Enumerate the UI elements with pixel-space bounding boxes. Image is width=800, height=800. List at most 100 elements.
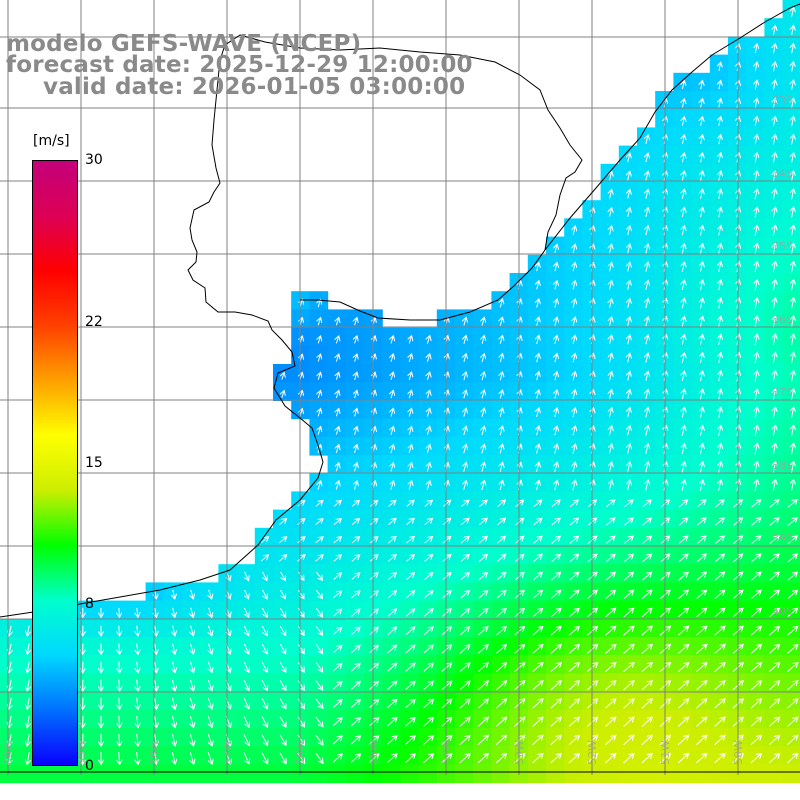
wind-arrow — [500, 426, 502, 436]
wind-arrow — [409, 318, 411, 326]
wind-speed-cell — [691, 673, 711, 693]
wind-arrow — [646, 135, 648, 145]
wind-arrow — [424, 555, 433, 562]
wind-speed-cell — [728, 509, 747, 529]
wind-speed-cell — [709, 691, 729, 711]
wind-speed-cell — [345, 364, 365, 383]
wind-speed-cell — [236, 600, 256, 620]
wind-arrow — [424, 537, 433, 544]
wind-speed-cell — [764, 582, 784, 602]
wind-arrow — [628, 299, 630, 308]
wind-arrow — [442, 500, 451, 507]
wind-speed-cell — [327, 691, 347, 711]
wind-arrow — [701, 226, 703, 236]
wind-arrow — [573, 281, 575, 290]
wind-arrow — [696, 500, 706, 508]
wind-speed-cell — [345, 491, 365, 511]
wind-speed-cell — [345, 327, 365, 347]
wind-arrow — [500, 462, 503, 472]
wind-arrow — [628, 280, 630, 290]
wind-speed-cell — [600, 728, 620, 747]
wind-speed-cell — [345, 600, 365, 620]
wind-speed-cell — [418, 527, 438, 547]
wind-arrow — [755, 225, 757, 236]
wind-arrow — [573, 299, 575, 308]
wind-arrow — [719, 135, 721, 145]
wind-arrow — [555, 263, 557, 272]
wind-speed-cell — [0, 709, 19, 729]
wind-speed-cell — [527, 546, 547, 565]
wind-speed-cell — [418, 600, 438, 620]
wind-speed-cell — [673, 637, 693, 656]
wind-speed-cell — [345, 764, 365, 784]
wind-speed-cell — [382, 418, 401, 438]
wind-arrow — [427, 426, 429, 436]
wind-arrow — [755, 280, 757, 291]
wind-speed-cell — [782, 709, 800, 729]
wind-arrow — [628, 317, 630, 327]
wind-arrow — [500, 480, 503, 491]
wind-speed-cell — [709, 509, 729, 529]
wind-arrow — [242, 555, 250, 562]
wind-arrow — [551, 500, 560, 508]
wind-arrow — [391, 372, 393, 381]
wind-arrow — [610, 299, 612, 308]
wind-speed-cell — [746, 564, 765, 583]
wind-arrow — [464, 372, 466, 381]
wind-speed-cell — [473, 582, 492, 602]
wind-speed-cell — [200, 764, 219, 784]
wind-arrow — [719, 81, 721, 90]
wind-speed-cell — [527, 655, 547, 674]
wind-arrow — [355, 463, 358, 472]
wind-arrow — [427, 372, 429, 381]
wind-arrow — [482, 426, 484, 436]
wind-arrow — [333, 555, 342, 562]
wind-arrow — [701, 81, 703, 90]
wind-arrow — [573, 408, 575, 418]
wind-arrow — [537, 281, 539, 290]
wind-speed-cell — [382, 364, 401, 383]
wind-speed-cell — [309, 728, 329, 747]
wind-speed-cell — [728, 709, 747, 729]
wind-arrow — [623, 572, 633, 581]
wind-arrow — [605, 572, 615, 581]
wind-speed-cell — [782, 527, 800, 547]
latitude-label: 34S — [772, 167, 793, 180]
wind-arrow — [442, 536, 451, 544]
wind-speed-cell — [782, 546, 800, 565]
wind-arrow — [773, 280, 775, 291]
wind-arrow — [792, 279, 794, 291]
wind-speed-cell — [345, 691, 365, 711]
wind-speed-cell — [0, 746, 19, 765]
wind-arrow — [646, 171, 648, 181]
wind-speed-cell — [254, 746, 274, 765]
wind-arrow — [573, 353, 575, 363]
wind-speed-cell — [728, 746, 747, 765]
wind-arrow — [646, 480, 648, 491]
wind-arrow — [315, 519, 323, 525]
wind-speed-cell — [600, 691, 620, 711]
wind-arrow — [537, 480, 540, 491]
wind-arrow — [682, 81, 684, 90]
latitude-label: 35S — [772, 240, 793, 253]
wind-speed-cell — [546, 764, 565, 784]
wind-speed-cell — [473, 455, 492, 474]
wind-speed-cell — [673, 764, 693, 784]
wind-arrow — [719, 316, 721, 327]
wind-arrow — [719, 480, 721, 491]
longitude-label: 53W — [513, 740, 526, 765]
wind-speed-cell — [309, 655, 329, 674]
wind-arrow — [792, 407, 794, 419]
wind-speed-cell — [400, 527, 420, 547]
wind-speed-cell — [345, 418, 365, 438]
wind-arrow — [424, 573, 432, 581]
wind-arrow — [682, 262, 684, 272]
wind-arrow — [427, 444, 430, 454]
wind-arrow — [537, 426, 539, 436]
wind-speed-cell — [546, 618, 565, 638]
wind-speed-cell — [673, 546, 693, 565]
wind-speed-cell — [382, 546, 401, 565]
wind-arrow — [719, 425, 721, 437]
wind-arrow — [792, 316, 794, 328]
wind-speed-cell — [327, 637, 347, 656]
